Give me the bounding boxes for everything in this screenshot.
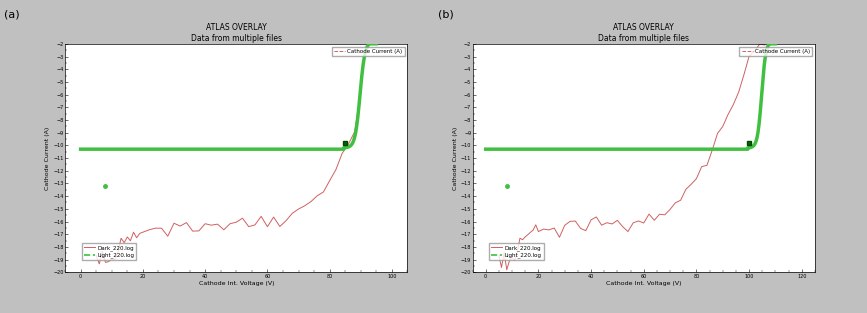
Legend: Dark_220.log, Light_220.log: Dark_220.log, Light_220.log xyxy=(81,243,136,260)
Y-axis label: Cathode Current (A): Cathode Current (A) xyxy=(45,126,50,190)
Legend: Dark_220.log, Light_220.log: Dark_220.log, Light_220.log xyxy=(489,243,544,260)
Title: ATLAS OVERLAY
Data from multiple files: ATLAS OVERLAY Data from multiple files xyxy=(191,23,282,43)
X-axis label: Cathode Int. Voltage (V): Cathode Int. Voltage (V) xyxy=(199,281,274,286)
Y-axis label: Cathode Current (A): Cathode Current (A) xyxy=(453,126,458,190)
Title: ATLAS OVERLAY
Data from multiple files: ATLAS OVERLAY Data from multiple files xyxy=(598,23,689,43)
Text: (b): (b) xyxy=(438,9,453,19)
Text: (a): (a) xyxy=(4,9,20,19)
X-axis label: Cathode Int. Voltage (V): Cathode Int. Voltage (V) xyxy=(606,281,681,286)
